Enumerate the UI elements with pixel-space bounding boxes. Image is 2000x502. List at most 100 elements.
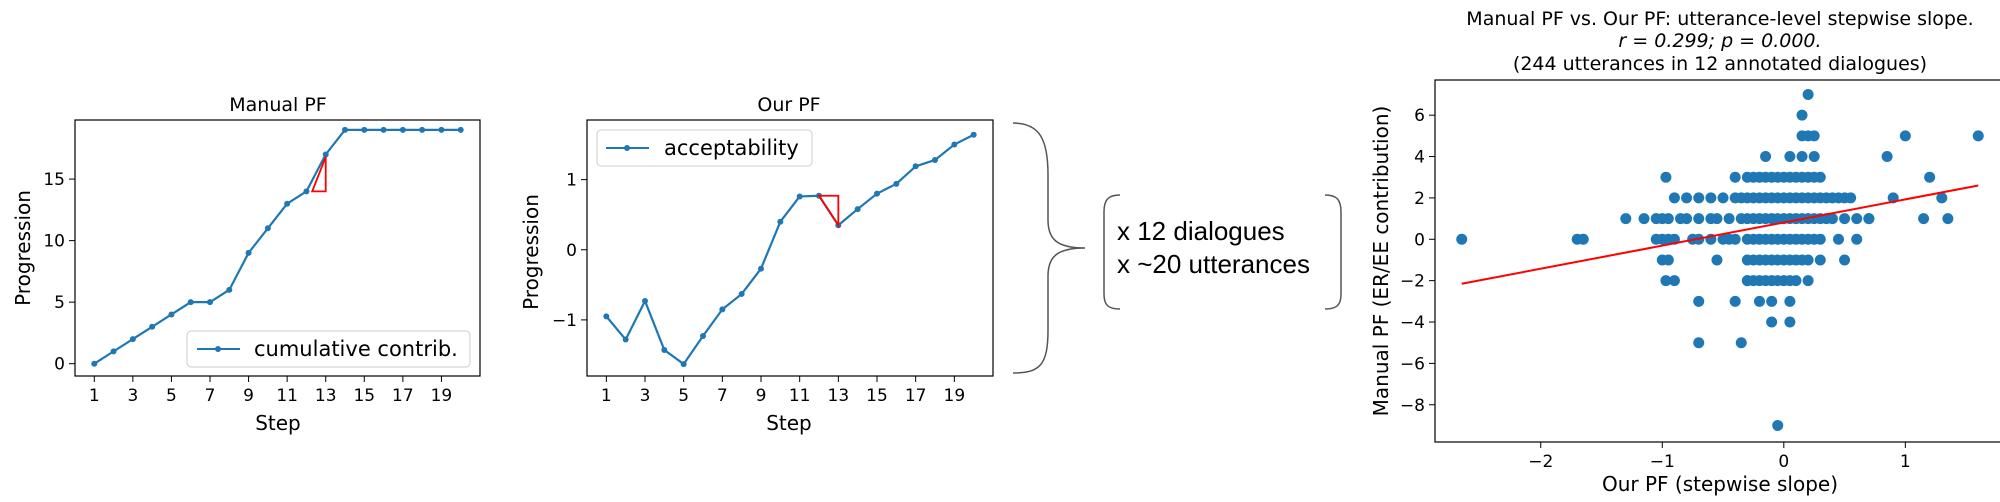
x-tick-label: 5: [166, 386, 177, 406]
manual-pf-marks: [91, 126, 464, 367]
data-point: [622, 336, 629, 343]
y-tick-label: 6: [1414, 106, 1425, 126]
data-point: [399, 126, 406, 133]
data-point: [700, 333, 706, 340]
data-point: [603, 313, 610, 320]
data-point: [893, 180, 900, 187]
scatter-point: [1832, 233, 1844, 245]
scatter-chart: Manual PF vs. Our PF: utterance-level st…: [1369, 8, 2000, 496]
scatter-point: [1681, 192, 1693, 204]
scatter-point: [1681, 213, 1693, 225]
series-line: [93, 128, 461, 365]
scatter-point: [1766, 316, 1778, 328]
scatter-point: [1693, 192, 1705, 204]
data-point: [438, 126, 445, 133]
scatter-ticks: −2 −1 0 1 −8 −6 −4 −2 0 2 4 6: [1400, 106, 1911, 472]
manual-pf-title: Manual PF: [229, 94, 326, 116]
x-tick-label: 17: [905, 386, 927, 406]
y-tick-label: 0: [566, 241, 577, 261]
scatter-point: [1741, 275, 1753, 287]
scatter-point: [1814, 233, 1826, 245]
data-point: [932, 156, 938, 163]
scatter-point: [1802, 254, 1814, 266]
scatter-xlabel: Our PF (stepwise slope): [1602, 472, 1838, 496]
brace-annotation: x 12 dialogues x ~20 utterances: [1012, 122, 1342, 374]
data-point: [796, 193, 803, 200]
scatter-marks: [1456, 88, 1984, 431]
x-tick-label: 11: [276, 386, 298, 406]
x-tick-label: −2: [1528, 452, 1553, 472]
scatter-point: [1826, 213, 1838, 225]
our-pf-chart: Our PF 1 3 5 7 9 11 13 15 17 19−101 Step Progress…: [519, 94, 994, 435]
x-tick-label: 1: [1900, 452, 1911, 472]
scatter-point: [1808, 130, 1820, 142]
scatter-point: [1784, 316, 1796, 328]
scatter-axes-frame: [1434, 79, 2000, 443]
scatter-point: [1851, 213, 1863, 225]
data-point: [284, 200, 291, 207]
scatter-point: [1784, 295, 1796, 307]
scatter-point: [1772, 419, 1784, 431]
data-point: [110, 348, 117, 355]
data-point: [661, 347, 668, 354]
scatter-point: [1760, 151, 1772, 163]
x-tick-label: −1: [1650, 452, 1675, 472]
x-tick-label: 13: [828, 386, 850, 406]
y-tick-label: 5: [54, 293, 65, 313]
manual-pf-axes-frame: [74, 119, 481, 377]
scatter-point: [1711, 213, 1723, 225]
x-tick-label: 3: [640, 386, 651, 406]
x-tick-label: 1: [89, 386, 100, 406]
our-pf-ylabel: Progression: [519, 194, 543, 310]
data-point: [380, 126, 387, 133]
data-point: [361, 126, 368, 133]
manual-pf-legend: cumulative contrib.: [186, 330, 471, 368]
scatter-point: [1790, 275, 1802, 287]
scatter-point: [1942, 213, 1954, 225]
x-tick-label: 3: [127, 386, 138, 406]
data-point: [912, 163, 919, 170]
manual-pf-ylabel: Progression: [11, 190, 35, 306]
x-tick-label: 17: [392, 386, 414, 406]
x-tick-label: 1: [601, 386, 612, 406]
data-point: [245, 249, 252, 256]
data-point: [951, 141, 958, 148]
scatter-point: [1650, 233, 1662, 245]
our-pf-ticks: 1 3 5 7 9 11 13 15 17 19−101: [552, 171, 965, 406]
our-pf-legend-label: acceptability: [664, 136, 799, 160]
scatter-point: [1796, 109, 1808, 121]
our-pf-marks: [603, 131, 977, 368]
y-tick-label: 1: [566, 171, 577, 191]
data-point: [854, 206, 861, 213]
data-point: [680, 361, 687, 368]
scatter-point: [1729, 233, 1741, 245]
x-tick-label: 7: [205, 386, 216, 406]
data-point: [91, 360, 98, 367]
data-point: [874, 190, 880, 197]
y-tick-label: −1: [552, 311, 577, 331]
scatter-point: [1802, 275, 1814, 287]
scatter-point: [1784, 151, 1796, 163]
our-pf-xlabel: Step: [766, 411, 812, 435]
scatter-point: [1456, 233, 1468, 245]
data-point: [970, 131, 977, 138]
scatter-point: [1936, 192, 1948, 204]
scatter-point: [1729, 171, 1741, 183]
data-point: [226, 286, 233, 293]
trend-line: [1461, 184, 1979, 285]
scatter-point: [1735, 337, 1747, 349]
x-tick-label: 5: [678, 386, 689, 406]
y-tick-label: 15: [43, 170, 65, 190]
scatter-point: [1808, 151, 1820, 163]
data-point: [303, 188, 310, 195]
x-tick-label: 19: [944, 386, 966, 406]
scatter-point: [1839, 254, 1851, 266]
scatter-point: [1711, 254, 1723, 266]
data-point: [168, 311, 175, 318]
y-tick-label: 10: [43, 232, 65, 252]
x-tick-label: 15: [353, 386, 375, 406]
scatter-point: [1723, 213, 1735, 225]
y-tick-label: 2: [1414, 189, 1425, 209]
series-line: [605, 133, 975, 366]
